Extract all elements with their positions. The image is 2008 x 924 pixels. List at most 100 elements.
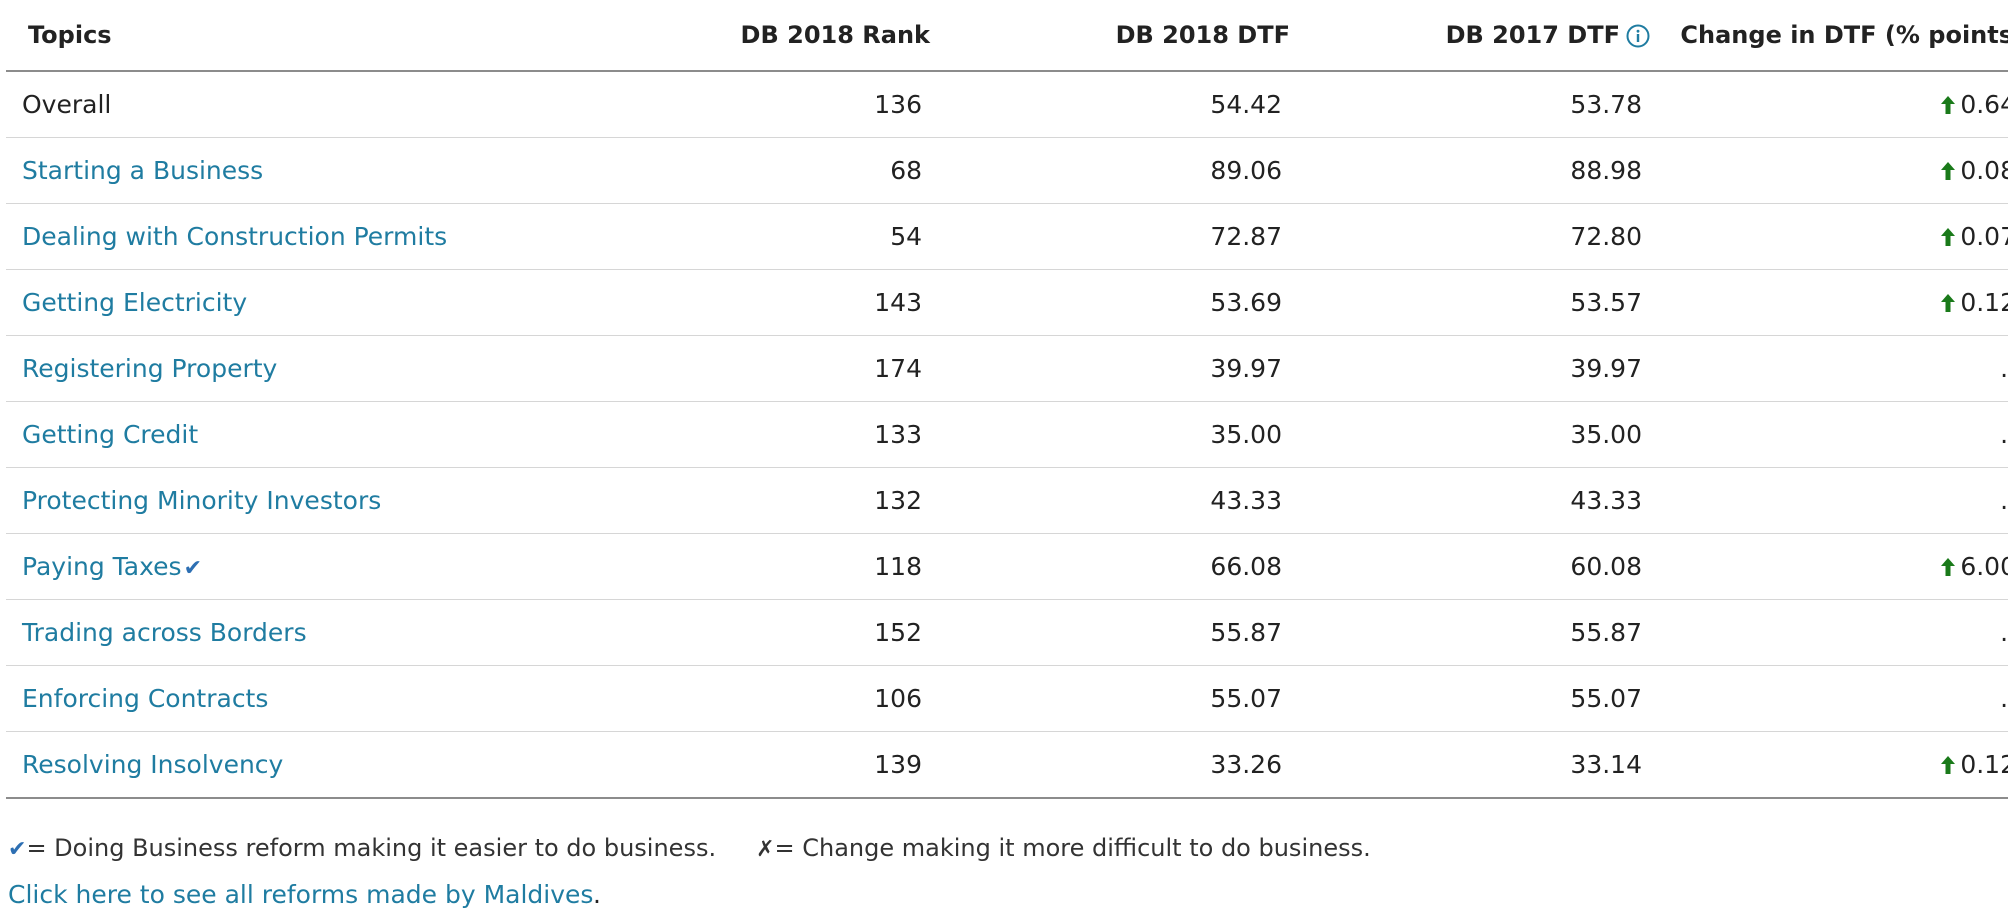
rank-cell: 132 (668, 467, 930, 534)
reforms-link[interactable]: Click here to see all reforms made by Ma… (8, 880, 594, 909)
rank-cell: 143 (668, 269, 930, 336)
dtf2018-cell: 54.42 (930, 71, 1290, 138)
topic-link[interactable]: Paying Taxes (22, 552, 182, 581)
change-cell: .. (1650, 665, 2008, 732)
up-arrow-icon (1941, 756, 1956, 774)
change-cell: 0.12 (1650, 731, 2008, 799)
dtf2017-cell: 33.14 (1290, 731, 1650, 799)
dtf-table: Topics DB 2018 Rank DB 2018 DTF DB 2017 … (6, 0, 2008, 799)
change-cell: 0.12 (1650, 269, 2008, 336)
topic-link[interactable]: Dealing with Construction Permits (22, 222, 448, 251)
topic-cell: Trading across Borders (6, 599, 668, 666)
change-cell: .. (1650, 335, 2008, 402)
topic-link[interactable]: Trading across Borders (22, 618, 307, 647)
topic-cell: Enforcing Contracts (6, 665, 668, 732)
topic-link[interactable]: Getting Electricity (22, 288, 248, 317)
rank-cell: 139 (668, 731, 930, 799)
change-value: 0.12 (1960, 750, 2008, 779)
topic-cell: Registering Property (6, 335, 668, 402)
header-db2017-dtf: DB 2017 DTF (1290, 0, 1650, 72)
header-change-in-dtf: Change in DTF (% points) (1650, 0, 2008, 72)
dtf2018-cell: 55.87 (930, 599, 1290, 666)
rank-cell: 136 (668, 71, 930, 138)
change-value: 0.12 (1960, 288, 2008, 317)
header-db2017-dtf-label: DB 2017 DTF (1445, 21, 1620, 49)
topic-link[interactable]: Protecting Minority Investors (22, 486, 382, 515)
cross-icon: ✗ (756, 837, 775, 862)
topic-cell: Paying Taxes✔ (6, 533, 668, 600)
legend-check-text: = Doing Business reform making it easier… (26, 834, 717, 862)
change-cell: 0.07 (1650, 203, 2008, 270)
change-value: 0.07 (1960, 222, 2008, 251)
reform-check-icon: ✔ (183, 556, 202, 581)
dtf2017-cell: 55.07 (1290, 665, 1650, 732)
dtf2018-cell: 66.08 (930, 533, 1290, 600)
header-db2018-rank: DB 2018 Rank (668, 0, 930, 72)
rank-cell: 106 (668, 665, 930, 732)
rank-cell: 133 (668, 401, 930, 468)
topic-cell: Resolving Insolvency (6, 731, 668, 799)
topic-cell: Starting a Business (6, 137, 668, 204)
dtf2017-cell: 35.00 (1290, 401, 1650, 468)
dtf2018-cell: 89.06 (930, 137, 1290, 204)
dtf2018-cell: 33.26 (930, 731, 1290, 799)
change-cell: 0.08 (1650, 137, 2008, 204)
dtf2018-cell: 53.69 (930, 269, 1290, 336)
rank-cell: 174 (668, 335, 930, 402)
topic-cell: Getting Credit (6, 401, 668, 468)
change-value: .. (2000, 618, 2008, 647)
rank-cell: 152 (668, 599, 930, 666)
change-cell: .. (1650, 401, 2008, 468)
up-arrow-icon (1941, 294, 1956, 312)
change-value: 0.64 (1960, 90, 2008, 119)
topic-link[interactable]: Resolving Insolvency (22, 750, 284, 779)
header-db2018-dtf: DB 2018 DTF (930, 0, 1290, 72)
info-icon[interactable] (1626, 24, 1650, 48)
dtf2018-cell: 35.00 (930, 401, 1290, 468)
topic-link[interactable]: Enforcing Contracts (22, 684, 269, 713)
dtf2017-cell: 53.78 (1290, 71, 1650, 138)
topic-link[interactable]: Registering Property (22, 354, 278, 383)
dtf2017-cell: 53.57 (1290, 269, 1650, 336)
change-cell: 6.00 (1650, 533, 2008, 600)
topic-link[interactable]: Getting Credit (22, 420, 199, 449)
table-row: Dealing with Construction Permits 54 72.87… (6, 203, 2008, 270)
up-arrow-icon (1941, 96, 1956, 114)
change-value: .. (2000, 486, 2008, 515)
change-value: .. (2000, 684, 2008, 713)
topic-cell: Dealing with Construction Permits (6, 203, 668, 270)
table-row: Protecting Minority Investors 132 43.33 43.… (6, 467, 2008, 534)
rank-cell: 68 (668, 137, 930, 204)
dtf2017-cell: 55.87 (1290, 599, 1650, 666)
topic-link[interactable]: Starting a Business (22, 156, 264, 185)
dtf2017-cell: 39.97 (1290, 335, 1650, 402)
topic-cell: Protecting Minority Investors (6, 467, 668, 534)
dtf2017-cell: 43.33 (1290, 467, 1650, 534)
change-value: 0.08 (1960, 156, 2008, 185)
dtf2017-cell: 88.98 (1290, 137, 1650, 204)
topic-cell: Getting Electricity (6, 269, 668, 336)
topic-cell: Overall (6, 71, 668, 138)
dtf2018-cell: 43.33 (930, 467, 1290, 534)
rank-cell: 118 (668, 533, 930, 600)
up-arrow-icon (1941, 228, 1956, 246)
dtf2018-cell: 72.87 (930, 203, 1290, 270)
change-cell: 0.64 (1650, 71, 2008, 138)
change-value: 6.00 (1960, 552, 2008, 581)
legend-x-text: = Change making it more difficult to do … (774, 834, 1371, 862)
change-value: .. (2000, 420, 2008, 449)
up-arrow-icon (1941, 162, 1956, 180)
dtf2017-cell: 60.08 (1290, 533, 1650, 600)
change-cell: .. (1650, 599, 2008, 666)
dtf2018-cell: 39.97 (930, 335, 1290, 402)
